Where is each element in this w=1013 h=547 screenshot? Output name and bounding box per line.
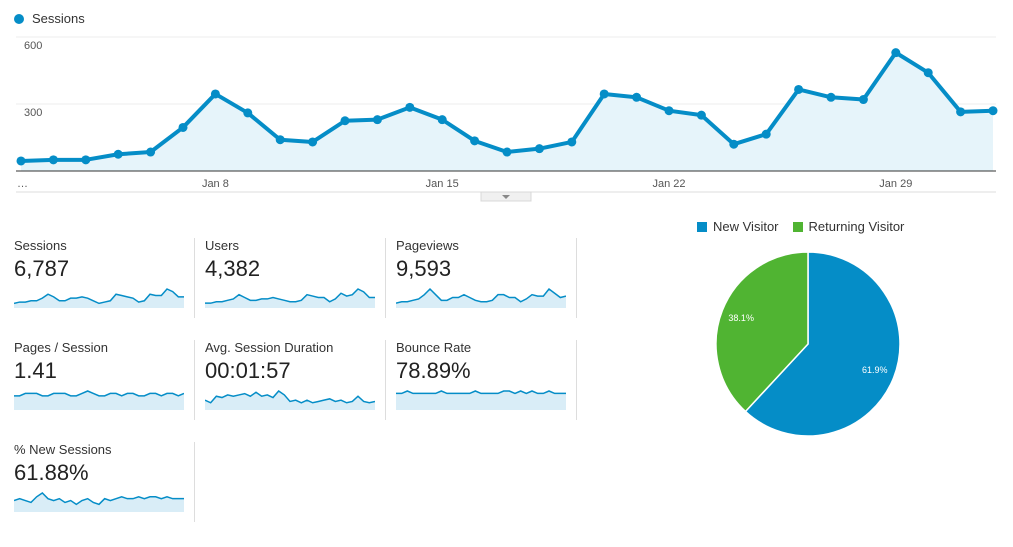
sparkline-line	[14, 288, 184, 305]
sessions-legend-dot	[14, 13, 24, 24]
chevron-down-icon	[502, 195, 510, 199]
data-point[interactable]	[664, 106, 674, 116]
sparkline-line	[205, 288, 375, 304]
x-tick-label: Jan 8	[202, 178, 229, 190]
sparkline	[205, 288, 375, 308]
metric-value: 00:01:57	[205, 358, 291, 383]
data-point[interactable]	[243, 108, 253, 118]
data-point[interactable]	[858, 95, 868, 105]
new-visitor-swatch	[697, 221, 707, 232]
data-point[interactable]	[146, 147, 156, 157]
data-point[interactable]	[437, 115, 447, 125]
metric-value: 9,593	[396, 256, 452, 281]
sparkline-line	[205, 390, 375, 404]
data-point[interactable]	[48, 155, 58, 165]
metric-value: 6,787	[14, 256, 70, 281]
metric-label: Pageviews	[396, 238, 459, 253]
sparkline	[396, 287, 566, 308]
metric-value: 61.88%	[14, 460, 89, 485]
data-point[interactable]	[988, 106, 998, 116]
sparkline-area	[205, 289, 375, 308]
sparkline-line	[396, 287, 566, 304]
legend-label: Returning Visitor	[808, 219, 905, 234]
visitor-type-pie-chart: 61.9% 38.1%	[715, 251, 901, 437]
x-tick-label: …	[17, 178, 28, 190]
data-point[interactable]	[729, 139, 739, 149]
data-point[interactable]	[113, 149, 123, 159]
x-tick-label: Jan 15	[426, 178, 459, 190]
sparkline-area	[396, 289, 566, 308]
data-point[interactable]	[567, 137, 577, 147]
data-point[interactable]	[340, 116, 350, 126]
metric-label: Avg. Session Duration	[205, 340, 334, 355]
data-point[interactable]	[923, 68, 933, 78]
sparkline	[396, 390, 566, 410]
metric-value: 78.89%	[396, 358, 471, 383]
data-point[interactable]	[632, 92, 642, 102]
x-tick-label: Jan 22	[652, 178, 685, 190]
main-chart-legend: Sessions	[14, 11, 85, 26]
sessions-legend-label: Sessions	[32, 11, 85, 26]
data-point[interactable]	[275, 135, 285, 145]
data-point[interactable]	[16, 156, 26, 166]
metric-label: Bounce Rate	[396, 340, 472, 355]
legend-item-new-visitor[interactable]: New Visitor	[697, 219, 779, 234]
metric-sessions[interactable]: Sessions 6,787	[14, 238, 195, 318]
sessions-area	[21, 52, 993, 172]
data-point[interactable]	[761, 129, 771, 139]
legend-item-returning-visitor[interactable]: Returning Visitor	[792, 219, 905, 234]
data-point[interactable]	[826, 92, 836, 102]
x-tick-label: Jan 29	[879, 178, 912, 190]
data-point[interactable]	[599, 89, 609, 99]
metric-label: Sessions	[14, 238, 67, 253]
metric-label: Pages / Session	[14, 340, 108, 355]
sparkline-area	[14, 391, 184, 410]
metric-avg-session-duration[interactable]: Avg. Session Duration 00:01:57	[205, 340, 386, 420]
data-point[interactable]	[308, 137, 318, 147]
sparkline-area	[396, 391, 566, 410]
data-point[interactable]	[81, 155, 91, 165]
y-tick-label: 300	[24, 107, 42, 119]
metric-pageviews[interactable]: Pageviews 9,593	[396, 238, 577, 318]
metric-new-sessions[interactable]: % New Sessions 61.88%	[14, 442, 195, 522]
data-point[interactable]	[178, 122, 188, 132]
sparkline-area	[205, 391, 375, 410]
metric-label: Users	[205, 238, 239, 253]
pie-slice-label: 38.1%	[728, 313, 754, 323]
data-point[interactable]	[534, 144, 544, 154]
data-point[interactable]	[470, 136, 480, 146]
metric-value: 4,382	[205, 256, 261, 281]
metric-pages-per-session[interactable]: Pages / Session 1.41	[14, 340, 195, 420]
sparkline	[14, 288, 184, 308]
sparkline-line	[14, 492, 184, 506]
pie-slice-returning-visitor[interactable]	[715, 251, 809, 413]
pie-slice-new-visitor[interactable]	[744, 251, 901, 437]
data-point[interactable]	[210, 89, 220, 99]
data-point[interactable]	[956, 107, 966, 117]
data-point[interactable]	[696, 110, 706, 120]
sparkline-line	[396, 390, 566, 395]
sparkline	[14, 492, 184, 512]
sparkline	[14, 390, 184, 410]
data-point[interactable]	[891, 48, 901, 58]
data-point[interactable]	[794, 84, 804, 94]
metric-bounce-rate[interactable]: Bounce Rate 78.89%	[396, 340, 577, 420]
metric-users[interactable]: Users 4,382	[205, 238, 386, 318]
sparkline-line	[14, 390, 184, 397]
data-point[interactable]	[372, 115, 382, 125]
data-point[interactable]	[405, 102, 415, 112]
sparkline-area	[14, 493, 184, 512]
data-point[interactable]	[502, 147, 512, 157]
metric-label: % New Sessions	[14, 442, 112, 457]
returning-visitor-swatch	[792, 221, 803, 232]
metric-value: 1.41	[14, 358, 57, 383]
sparkline-area	[14, 289, 184, 308]
pie-slice-label: 61.9%	[862, 365, 888, 375]
legend-label: New Visitor	[713, 219, 779, 234]
sessions-line-chart: 300 600 … Jan 8 Jan 15 Jan 22 Jan 29	[16, 36, 998, 202]
sparkline	[205, 390, 375, 410]
y-tick-label: 600	[24, 40, 42, 52]
pie-legend: New Visitor Returning Visitor	[697, 219, 918, 234]
